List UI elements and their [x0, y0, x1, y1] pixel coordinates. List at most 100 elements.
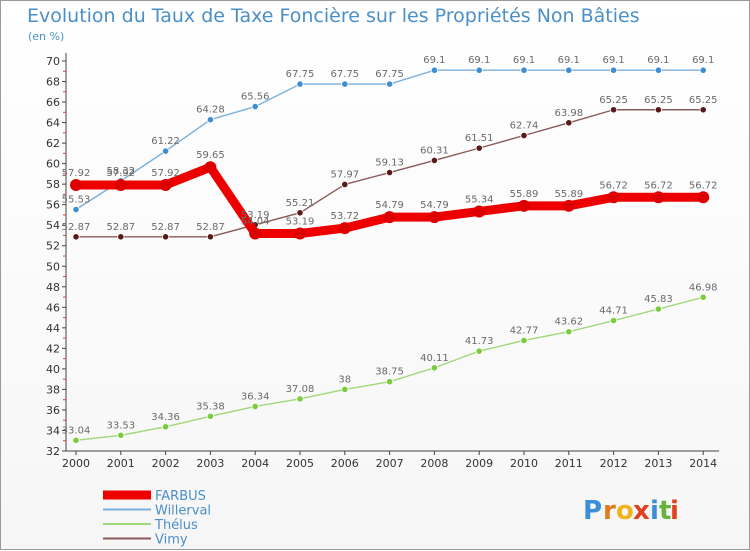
data-point-farbus — [428, 211, 441, 224]
data-label-thelus: 33.04 — [62, 425, 91, 436]
data-point-willerval — [162, 147, 170, 155]
chart-title: Evolution du Taux de Taxe Foncière sur l… — [27, 5, 640, 27]
data-point-vimy — [206, 233, 214, 241]
y-tick-label: 34 — [46, 424, 60, 437]
data-point-thelus — [520, 336, 528, 345]
logo-letter: i — [670, 496, 679, 526]
data-label-willerval: 61.22 — [151, 136, 180, 147]
data-point-thelus — [430, 364, 438, 372]
data-label-farbus: 57.92 — [151, 168, 180, 179]
data-label-farbus: 54.04 — [241, 217, 270, 228]
x-tick-label: 2010 — [510, 457, 538, 470]
data-point-vimy — [699, 106, 707, 114]
data-point-farbus — [70, 178, 82, 191]
logo-letter: x — [633, 496, 650, 526]
unit-label: (en %) — [28, 30, 65, 43]
data-point-farbus — [607, 191, 620, 204]
y-tick-label: 60 — [46, 158, 60, 171]
x-tick-label: 2004 — [241, 457, 269, 470]
data-point-vimy — [475, 144, 483, 152]
data-point-willerval — [341, 80, 349, 88]
y-tick-label: 70 — [46, 55, 60, 68]
data-point-farbus — [652, 191, 665, 204]
x-tick-label: 2000 — [62, 457, 90, 470]
data-point-thelus — [296, 395, 304, 403]
data-label-willerval: 65.56 — [241, 92, 270, 103]
data-label-thelus: 41.73 — [465, 336, 494, 347]
data-label-vimy: 59.13 — [375, 158, 404, 169]
data-point-farbus — [294, 227, 306, 240]
data-label-thelus: 43.62 — [554, 317, 583, 328]
data-point-farbus — [697, 191, 710, 204]
data-label-thelus: 45.83 — [644, 294, 673, 305]
y-tick-label: 32 — [46, 445, 60, 458]
data-label-vimy: 55.21 — [286, 198, 315, 209]
y-tick-label: 46 — [46, 301, 60, 314]
data-label-farbus: 56.72 — [599, 180, 628, 191]
data-label-farbus: 54.79 — [420, 200, 449, 211]
data-point-vimy — [296, 209, 304, 217]
y-tick-label: 50 — [46, 260, 60, 273]
x-tick-label: 2007 — [376, 457, 404, 470]
data-label-vimy: 52.87 — [106, 222, 135, 233]
data-point-vimy — [520, 131, 528, 140]
x-tick-label: 2013 — [644, 457, 672, 470]
data-label-willerval: 69.1 — [558, 55, 580, 66]
data-label-vimy: 62.74 — [510, 121, 539, 132]
data-label-willerval: 58.32 — [106, 166, 135, 177]
data-label-farbus: 54.79 — [375, 200, 404, 211]
data-point-willerval — [251, 102, 259, 111]
legend-label-willerval: Willerval — [155, 504, 211, 519]
series-lines — [70, 66, 710, 444]
y-tick-label: 64 — [46, 117, 60, 130]
data-point-farbus — [562, 199, 575, 212]
data-label-farbus: 53.72 — [330, 211, 359, 222]
data-point-vimy — [341, 180, 349, 189]
x-tick-label: 2006 — [331, 457, 359, 470]
data-point-vimy — [609, 106, 618, 114]
y-tick-label: 42 — [46, 342, 60, 355]
data-label-willerval: 67.75 — [330, 69, 359, 80]
data-point-willerval — [609, 66, 618, 74]
data-point-willerval — [72, 205, 80, 214]
legend-label-thelus: Thélus — [154, 518, 198, 533]
data-label-vimy: 65.25 — [599, 95, 628, 106]
y-tick-label: 36 — [46, 404, 60, 417]
data-label-willerval: 67.75 — [375, 69, 404, 80]
data-label-vimy: 65.25 — [689, 95, 718, 106]
data-point-farbus — [518, 199, 530, 212]
x-tick-label: 2008 — [420, 457, 448, 470]
data-labels: 55.53 58.32 61.22 64.28 65.56 67.75 67.75 67.75… — [62, 55, 718, 436]
data-point-farbus — [159, 178, 172, 191]
data-label-willerval: 69.1 — [647, 55, 669, 66]
x-tick-label: 2005 — [286, 457, 314, 470]
data-point-vimy — [430, 156, 438, 165]
data-label-farbus: 56.72 — [644, 180, 673, 191]
data-label-willerval: 67.75 — [286, 69, 315, 80]
x-tick-label: 2014 — [689, 457, 717, 470]
legend-label-vimy: Vimy — [155, 533, 188, 548]
data-label-vimy: 60.31 — [420, 145, 449, 156]
data-label-thelus: 46.98 — [689, 282, 718, 293]
x-tick-label: 2011 — [555, 457, 583, 470]
data-label-vimy: 57.97 — [330, 169, 359, 180]
data-label-thelus: 42.77 — [510, 325, 539, 336]
x-tick-label: 2009 — [465, 457, 493, 470]
data-point-thelus — [475, 347, 483, 355]
data-label-thelus: 37.08 — [286, 384, 315, 395]
data-label-farbus: 53.19 — [286, 217, 315, 228]
y-tick-label: 62 — [46, 137, 60, 150]
data-point-vimy — [162, 233, 170, 241]
data-point-willerval — [385, 80, 394, 88]
data-point-willerval — [475, 66, 483, 74]
data-point-thelus — [206, 412, 214, 420]
data-label-thelus: 33.53 — [106, 420, 135, 431]
data-label-farbus: 55.34 — [465, 194, 494, 205]
data-label-thelus: 44.71 — [599, 306, 628, 317]
data-label-willerval: 69.1 — [468, 55, 490, 66]
data-label-willerval: 69.1 — [602, 55, 624, 66]
data-point-willerval — [565, 66, 573, 74]
data-label-willerval: 69.1 — [692, 55, 714, 66]
data-point-thelus — [117, 431, 125, 439]
data-label-vimy: 52.87 — [151, 222, 180, 233]
